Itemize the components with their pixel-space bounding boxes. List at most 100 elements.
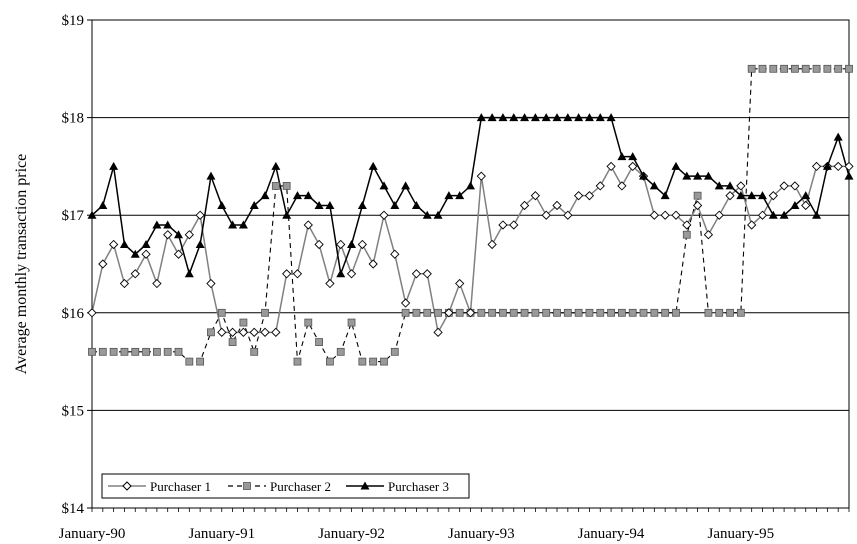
- data-point: [184, 269, 194, 278]
- data-point: [141, 249, 151, 259]
- data-point: [411, 269, 422, 279]
- data-point: [152, 278, 162, 289]
- data-point: [692, 200, 703, 211]
- data-point: [282, 182, 291, 190]
- data-point: [196, 357, 205, 366]
- legend-label-purchaser-3: Purchaser 3: [388, 479, 449, 494]
- data-point: [584, 113, 594, 122]
- data-point: [293, 357, 302, 366]
- data-point: [747, 64, 756, 73]
- data-point: [488, 308, 497, 317]
- data-point: [509, 308, 518, 317]
- data-point: [779, 181, 789, 191]
- data-point: [606, 161, 616, 172]
- y-axis-label: Average monthly transaction price: [13, 154, 30, 375]
- data-point: [649, 181, 659, 190]
- data-point: [422, 269, 432, 279]
- data-point: [130, 269, 140, 279]
- data-point: [433, 327, 443, 337]
- data-point: [552, 200, 562, 211]
- data-point: [119, 278, 130, 289]
- data-point: [379, 210, 389, 220]
- data-point: [498, 113, 508, 122]
- data-point: [109, 161, 119, 170]
- data-point: [812, 210, 822, 219]
- data-point: [227, 327, 238, 337]
- data-point: [715, 308, 724, 317]
- data-point: [368, 161, 378, 170]
- data-point: [672, 308, 680, 317]
- data-point: [163, 220, 173, 229]
- data-point: [520, 308, 529, 317]
- legend-label-purchaser-2: Purchaser 2: [270, 479, 331, 494]
- data-point: [725, 181, 735, 190]
- data-point: [303, 220, 313, 230]
- data-point: [98, 259, 108, 269]
- data-point: [379, 181, 389, 190]
- data-point: [455, 191, 465, 200]
- data-point: [660, 191, 670, 200]
- data-point: [833, 161, 843, 172]
- data-point: [347, 318, 356, 327]
- data-point: [185, 357, 194, 366]
- data-point: [779, 210, 789, 219]
- data-point: [292, 191, 302, 200]
- data-point: [768, 191, 778, 201]
- data-point: [726, 308, 734, 317]
- data-point: [87, 308, 97, 318]
- data-point: [109, 347, 118, 356]
- data-point: [249, 327, 259, 337]
- x-tick-label: January-90: [59, 526, 126, 542]
- data-point: [628, 152, 638, 161]
- y-tick-label: $15: [62, 403, 85, 419]
- data-point: [834, 64, 843, 73]
- data-point: [801, 64, 810, 73]
- data-point: [108, 239, 119, 250]
- data-point: [487, 239, 497, 250]
- data-point: [595, 181, 605, 191]
- data-point: [358, 357, 367, 366]
- data-point: [217, 327, 227, 337]
- data-point: [336, 347, 345, 356]
- data-point: [444, 308, 454, 318]
- data-point: [336, 239, 346, 250]
- data-point: [98, 347, 107, 356]
- data-point: [541, 113, 551, 122]
- data-point: [238, 327, 249, 337]
- data-point: [845, 64, 853, 73]
- data-point: [791, 64, 799, 73]
- data-point: [88, 347, 96, 356]
- data-point: [131, 347, 140, 356]
- data-point: [650, 308, 659, 317]
- markers-purchaser-3: [87, 113, 854, 278]
- data-point: [703, 230, 714, 240]
- data-point: [228, 338, 237, 346]
- data-point: [336, 269, 346, 278]
- data-point: [660, 210, 670, 220]
- data-point: [163, 347, 172, 356]
- data-point: [498, 220, 508, 230]
- data-point: [747, 191, 757, 200]
- data-point: [530, 113, 540, 122]
- data-point: [671, 210, 681, 220]
- series: [87, 64, 854, 366]
- data-point: [217, 200, 227, 209]
- data-point: [238, 220, 248, 229]
- data-point: [400, 298, 411, 308]
- markers-purchaser-1: [87, 161, 854, 337]
- x-tick-label: January-95: [708, 526, 775, 542]
- data-point: [768, 210, 778, 219]
- data-point: [163, 230, 173, 240]
- y-tick-label: $18: [62, 111, 85, 127]
- data-point: [271, 161, 281, 170]
- data-point: [844, 161, 854, 172]
- plot-area: [91, 19, 850, 509]
- data-point: [141, 239, 151, 248]
- data-point: [368, 259, 378, 269]
- data-point: [574, 191, 584, 201]
- data-point: [423, 308, 432, 317]
- data-point: [412, 308, 421, 317]
- data-point: [260, 191, 270, 200]
